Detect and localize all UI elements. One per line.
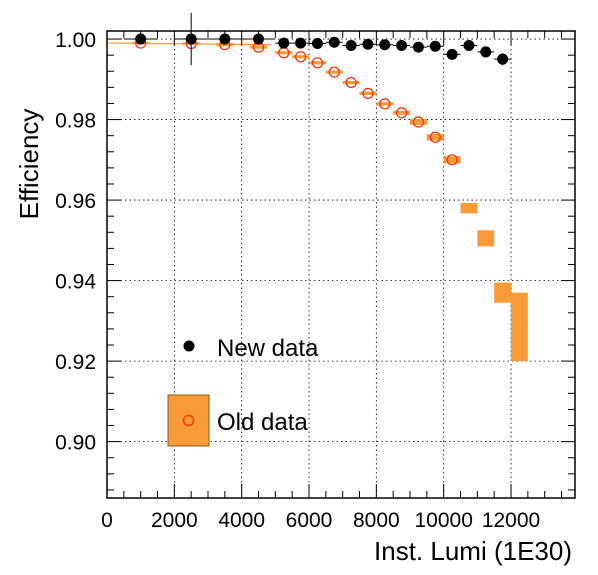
y-tick-label: 1.00 [55,29,96,52]
old-data-series [106,37,528,362]
old-data-point [446,154,458,166]
new-data-point [379,39,391,51]
x-tick-label: 8000 [353,509,400,532]
new-data-point [412,41,424,53]
y-tick-label: 0.98 [55,110,96,133]
new-data-point [396,39,408,51]
axis-ticks [106,31,575,498]
old-data-point [294,51,307,63]
new-data-point [295,37,307,49]
legend-new-label: New data [217,335,319,362]
old-data-point [396,107,408,119]
x-tick-label: 12000 [482,509,540,532]
old-data-point [328,66,340,78]
new-data-point [278,37,290,49]
new-data-series [123,12,512,66]
new-data-point [446,48,458,60]
y-tick-label: 0.94 [55,271,96,294]
x-tick-labels: 0 2000 4000 6000 8000 10000 12000 [101,509,540,532]
new-data-point [328,36,340,48]
old-data-point [429,131,441,143]
legend-old-label: Old data [217,409,308,436]
old-data-point [362,87,374,100]
x-tick-label: 6000 [286,509,333,532]
new-data-point [480,46,492,58]
old-data-point [311,57,324,69]
x-tick-label: 0 [101,509,113,532]
old-data-point [379,98,391,110]
legend: New data Old data [167,335,319,447]
new-data-point [429,40,441,52]
new-data-point [219,33,231,45]
x-tick-label: 4000 [218,509,265,532]
x-axis-title: Inst. Lumi (1E30) [374,536,572,566]
new-data-point [311,37,323,49]
legend-old-box [167,394,210,447]
new-data-point [135,33,147,45]
y-tick-label: 0.96 [55,190,96,213]
new-data-point [253,33,265,45]
new-data-point [345,39,357,51]
x-tick-label: 10000 [414,509,472,532]
old-data-point [345,76,357,89]
new-data-point [497,53,509,65]
y-axis-title: Efficiency [14,109,44,220]
legend-old-marker [182,414,195,427]
old-data-point [412,116,425,128]
y-tick-label: 0.92 [55,351,96,374]
x-tick-label: 2000 [151,509,198,532]
new-data-point [463,39,475,51]
new-data-point [362,38,374,50]
legend-new-marker [183,340,195,352]
new-data-point [185,33,197,45]
y-tick-label: 0.90 [55,432,96,455]
y-tick-labels: 0.90 0.92 0.94 0.96 0.98 1.00 [55,29,96,455]
